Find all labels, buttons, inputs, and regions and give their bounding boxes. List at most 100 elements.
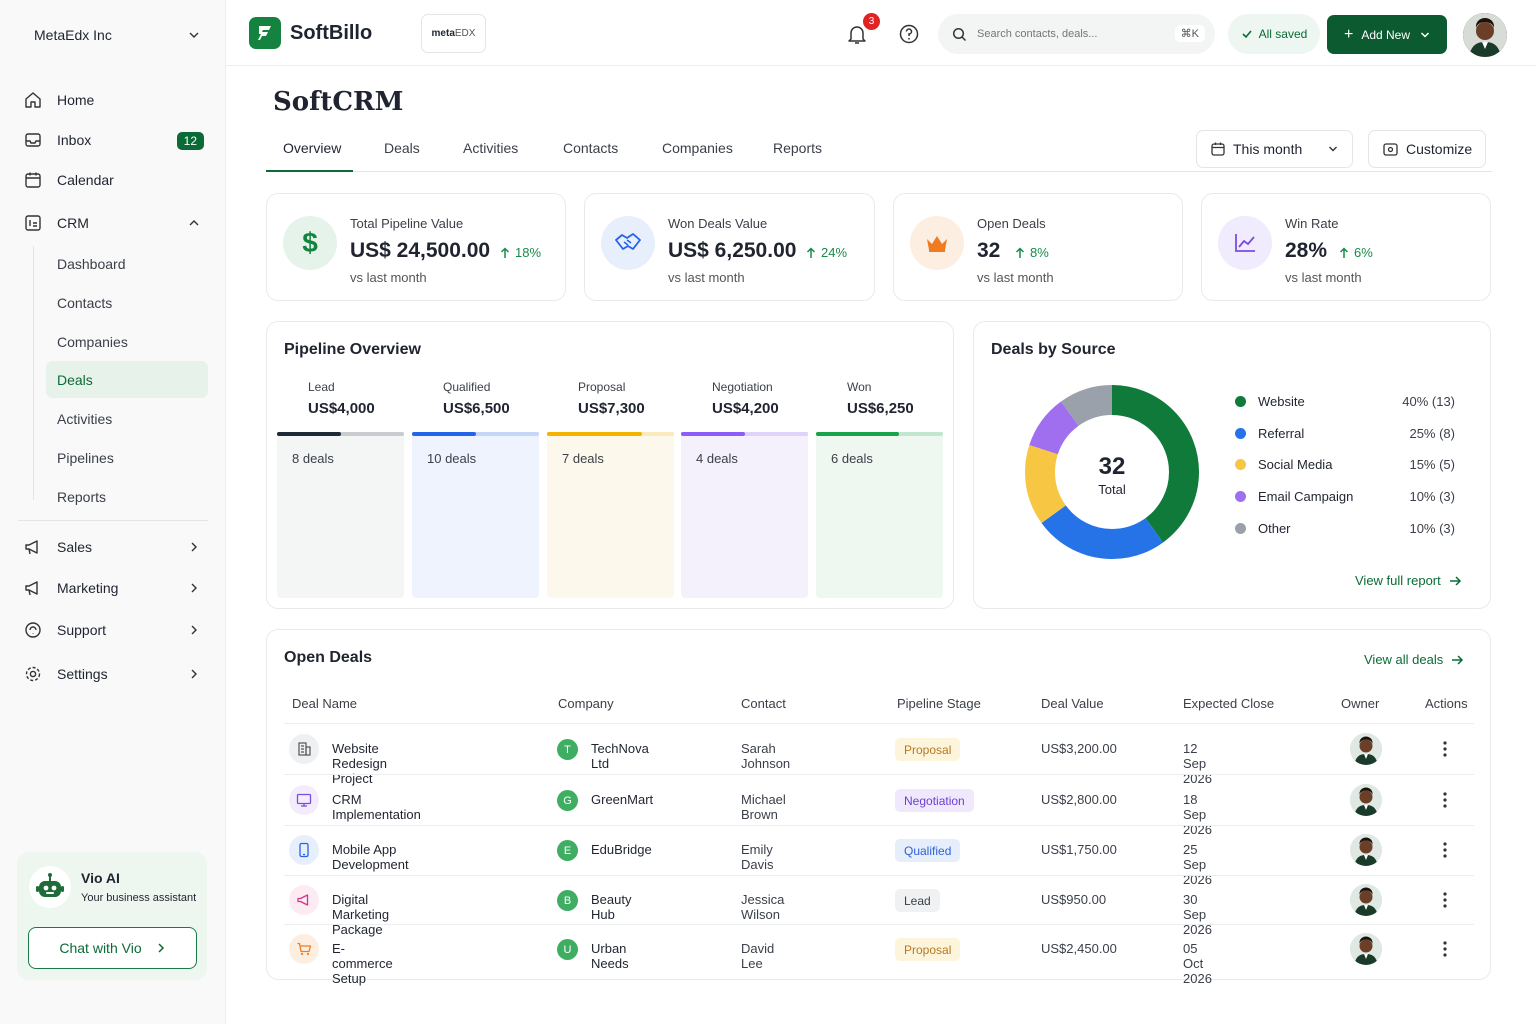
chat-with-vio-button[interactable]: Chat with Vio xyxy=(28,927,197,969)
deal-name[interactable]: Mobile App Development xyxy=(332,842,409,872)
org-name[interactable]: MetaEdx Inc xyxy=(34,27,112,43)
stage-column[interactable]: 7 deals xyxy=(547,432,674,598)
donut-slice-other[interactable] xyxy=(1025,385,1199,559)
company-name[interactable]: EduBridge xyxy=(591,842,652,857)
stage-value: US$4,000 xyxy=(308,400,375,417)
sidebar-item-calendar[interactable]: Calendar xyxy=(18,162,208,198)
sidebar-item-marketing[interactable]: Marketing xyxy=(18,570,208,606)
sidebar-item-label: CRM xyxy=(57,215,89,231)
customize-button[interactable]: Customize xyxy=(1368,130,1486,168)
donut-slice-social-media[interactable] xyxy=(1025,385,1199,559)
sidebar-subitem-pipelines[interactable]: Pipelines xyxy=(57,449,114,466)
chevron-down-icon[interactable] xyxy=(188,29,200,41)
sidebar-item-support[interactable]: Support xyxy=(18,612,208,648)
period-select[interactable]: This month xyxy=(1196,130,1353,168)
company-name[interactable]: TechNova Ltd xyxy=(591,741,649,771)
more-actions-icon[interactable] xyxy=(1442,791,1448,809)
brand-name[interactable]: SoftBillo xyxy=(290,22,373,44)
tab-companies[interactable]: Companies xyxy=(662,140,733,156)
stage-badge: Negotiation xyxy=(895,789,974,812)
sidebar-item-home[interactable]: Home xyxy=(18,82,208,118)
sidebar-item-label: Sales xyxy=(57,539,93,555)
view-all-deals-link[interactable]: View all deals xyxy=(1364,652,1464,667)
tab-overview[interactable]: Overview xyxy=(283,140,342,156)
stage-column[interactable]: 10 deals xyxy=(412,432,539,598)
contact-name[interactable]: Michael Brown xyxy=(741,792,786,822)
search-bar[interactable]: ⌘K xyxy=(938,14,1215,54)
legend-item-email-campaign: Email Campaign 10% (3) xyxy=(1235,486,1455,506)
chevron-right-icon xyxy=(191,542,197,552)
stage-negotiation: Negotiation US$4,200 xyxy=(712,380,779,417)
sidebar-item-crm[interactable]: CRM xyxy=(18,205,208,241)
sidebar-subitem-deals[interactable]: Deals xyxy=(46,361,208,398)
deal-name[interactable]: E-commerce Setup xyxy=(332,941,393,986)
chevron-right-icon xyxy=(191,669,197,679)
more-actions-icon[interactable] xyxy=(1442,841,1448,859)
sidebar-subitem-contacts[interactable]: Contacts xyxy=(57,294,113,311)
company-name[interactable]: GreenMart xyxy=(591,792,654,807)
legend-dot xyxy=(1235,458,1246,470)
sidebar-item-label: Support xyxy=(57,622,107,638)
tab-activities[interactable]: Activities xyxy=(463,140,519,156)
add-new-button[interactable]: + Add New xyxy=(1327,15,1447,54)
contact-name[interactable]: Jessica Wilson xyxy=(741,892,785,922)
sidebar-item-sales[interactable]: Sales xyxy=(18,529,208,565)
stage-column[interactable]: 8 deals xyxy=(277,432,404,598)
deal-name[interactable]: Digital Marketing Package xyxy=(332,892,390,937)
company-name[interactable]: Beauty Hub xyxy=(591,892,632,922)
softbillo-logo-icon[interactable] xyxy=(249,17,281,49)
contact-name[interactable]: David Lee xyxy=(741,941,775,971)
user-avatar[interactable] xyxy=(1463,13,1507,57)
owner-avatar[interactable] xyxy=(1350,884,1382,916)
stage-column[interactable]: 4 deals xyxy=(681,432,808,598)
company-avatar: U xyxy=(557,939,578,960)
chevron-down-icon xyxy=(1329,146,1337,152)
owner-avatar[interactable] xyxy=(1350,933,1382,965)
bell-icon[interactable] xyxy=(846,23,868,45)
kpi-comparison: vs last month xyxy=(668,270,745,285)
deal-name[interactable]: Website Redesign Project xyxy=(332,741,387,786)
kpi-comparison: vs last month xyxy=(1285,270,1362,285)
view-full-report-link[interactable]: View full report xyxy=(1355,573,1462,588)
owner-avatar[interactable] xyxy=(1350,784,1382,816)
sidebar-subitem-reports[interactable]: Reports xyxy=(57,488,107,505)
pipeline-overview-card: Pipeline Overview Lead US$4,000 8 deals Qua… xyxy=(266,321,954,609)
check-icon xyxy=(1242,30,1252,39)
sidebar-subitem-dashboard[interactable]: Dashboard xyxy=(57,255,126,272)
tab-deals[interactable]: Deals xyxy=(384,140,420,156)
stage-column[interactable]: 6 deals xyxy=(816,432,943,598)
column-header[interactable]: Company xyxy=(558,696,614,711)
workspace-badge[interactable]: meta EDX xyxy=(421,14,486,53)
inbox-count-badge: 12 xyxy=(176,132,204,150)
tab-reports[interactable]: Reports xyxy=(773,140,823,156)
contact-name[interactable]: Sarah Johnson xyxy=(741,741,791,771)
kpi-card-open-deals: Open Deals 32 8% vs last month xyxy=(893,193,1183,301)
chevron-right-icon xyxy=(158,943,164,953)
column-header[interactable]: Contact xyxy=(741,696,786,711)
deal-name[interactable]: CRM Implementation xyxy=(332,792,421,822)
customize-label: Customize xyxy=(1406,141,1473,157)
donut-slice-referral[interactable] xyxy=(1025,385,1199,559)
kpi-delta-value: 8% xyxy=(1030,245,1049,260)
sidebar-subitem-activities[interactable]: Activities xyxy=(57,410,113,427)
more-actions-icon[interactable] xyxy=(1442,891,1448,909)
column-header[interactable]: Deal Name xyxy=(292,696,358,711)
sidebar-subitem-companies[interactable]: Companies xyxy=(57,333,128,350)
tab-contacts[interactable]: Contacts xyxy=(563,140,619,156)
contact-name[interactable]: Emily Davis xyxy=(741,842,774,872)
search-input[interactable] xyxy=(977,28,1157,40)
chevron-up-icon[interactable] xyxy=(188,217,200,229)
company-name[interactable]: Urban Needs xyxy=(591,941,629,971)
sidebar-item-inbox[interactable]: Inbox 12 xyxy=(18,122,208,158)
help-icon[interactable] xyxy=(898,23,920,45)
more-actions-icon[interactable] xyxy=(1442,940,1448,958)
more-actions-icon[interactable] xyxy=(1442,740,1448,758)
column-header[interactable]: Deal Value xyxy=(1041,696,1104,711)
kpi-comparison: vs last month xyxy=(350,270,427,285)
sidebar-item-settings[interactable]: Settings xyxy=(18,656,208,692)
owner-avatar[interactable] xyxy=(1350,834,1382,866)
column-header[interactable]: Expected Close xyxy=(1183,696,1275,711)
owner-avatar[interactable] xyxy=(1350,733,1382,765)
column-header[interactable]: Pipeline Stage xyxy=(897,696,981,711)
